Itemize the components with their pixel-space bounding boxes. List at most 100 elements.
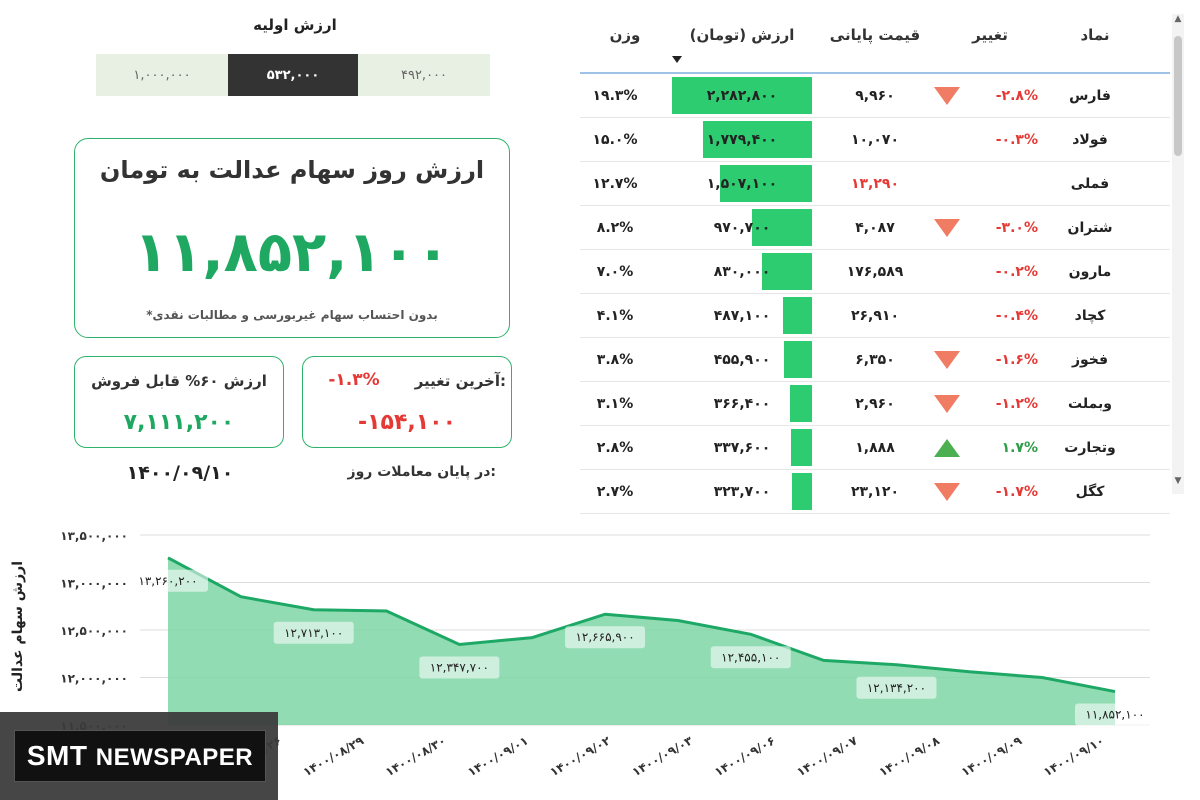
row-namad[interactable]: مارون	[1068, 263, 1112, 280]
row-value-bar: ۳۶۶,۴۰۰	[672, 382, 812, 425]
data-label-box	[565, 626, 646, 649]
down-triangle-icon	[932, 206, 962, 249]
table-row[interactable]: فارس -۲.۸% ۹,۹۶۰ ۲,۲۸۲,۸۰۰ ۱۹.۳%	[580, 74, 1170, 118]
x-tick-label: ۱۴۰۰/۰۸/۳۰	[383, 733, 448, 779]
table-header-divider	[580, 72, 1170, 74]
closing-label: در پایان معاملات روز:	[347, 464, 496, 480]
data-label-box	[419, 656, 500, 679]
row-close-price: ۶,۳۵۰	[855, 351, 895, 368]
row-weight: ۱۲.۷%	[592, 175, 638, 192]
row-value: ۱,۵۰۷,۱۰۰	[706, 175, 778, 192]
x-tick-label: ۱۴۰۰/۰۹/۰۷	[794, 733, 860, 779]
initial-value-option-1000000[interactable]: ۱,۰۰۰,۰۰۰	[96, 54, 228, 96]
main-value-title: ارزش روز سهام عدالت به تومان	[99, 156, 485, 184]
x-tick-label: ۱۴۰۰/۰۹/۰۳	[630, 733, 696, 779]
area-line	[167, 556, 1116, 694]
table-row[interactable]: کگل -۱.۷% ۲۳,۱۲۰ ۳۲۳,۷۰۰ ۲.۷%	[580, 470, 1170, 514]
x-tick-label: ۱۴۰۰/۰۹/۰۲	[548, 733, 614, 779]
row-value-bar: ۳۲۳,۷۰۰	[672, 470, 812, 513]
row-value-bar: ۹۷۰,۷۰۰	[672, 206, 812, 249]
column-header-namad[interactable]: نماد	[1080, 26, 1110, 44]
data-label-box	[273, 621, 354, 644]
column-header-value[interactable]: ارزش (تومان)	[689, 26, 795, 44]
row-value: ۳۶۶,۴۰۰	[713, 395, 771, 412]
row-value-bar: ۱,۷۷۹,۴۰۰	[672, 118, 812, 161]
data-label: ۱۲,۱۳۴,۲۰۰	[867, 681, 926, 695]
row-weight: ۲.۷%	[596, 483, 634, 500]
main-value-amount: ۱۱,۸۵۲,۱۰۰	[134, 220, 450, 285]
table-row[interactable]: فولاد -۰.۳% ۱۰,۰۷۰ ۱,۷۷۹,۴۰۰ ۱۵.۰%	[580, 118, 1170, 162]
row-change-percent: ۱.۷%	[1001, 439, 1038, 456]
row-namad[interactable]: کگل	[1075, 483, 1105, 500]
data-label: ۱۱,۸۵۲,۱۰۰	[1085, 708, 1144, 722]
x-tick-label: ۱۴۰۰/۰۹/۰۸	[877, 733, 943, 779]
table-row[interactable]: فخوز -۱.۶% ۶,۳۵۰ ۴۵۵,۹۰۰ ۳.۸%	[580, 338, 1170, 382]
down-triangle-icon	[932, 74, 962, 117]
row-value-bar: ۴۸۷,۱۰۰	[672, 294, 812, 337]
table-row[interactable]: شتران -۳.۰% ۴,۰۸۷ ۹۷۰,۷۰۰ ۸.۲%	[580, 206, 1170, 250]
table-row[interactable]: کچاد -۰.۴% ۲۶,۹۱۰ ۴۸۷,۱۰۰ ۴.۱%	[580, 294, 1170, 338]
row-close-price: ۴,۰۸۷	[855, 219, 895, 236]
row-namad[interactable]: فملی	[1070, 175, 1110, 192]
row-weight: ۱۹.۳%	[592, 87, 638, 104]
data-label-box	[856, 676, 937, 699]
down-triangle-icon	[932, 470, 962, 513]
x-tick-label: ۱۴۰۰/۰۹/۱۰	[1041, 733, 1106, 779]
initial-value-option-532000-selected[interactable]: ۵۳۲,۰۰۰	[228, 54, 358, 96]
row-value-bar: ۴۵۵,۹۰۰	[672, 338, 812, 381]
table-row[interactable]: فملی ۱۳,۲۹۰ ۱,۵۰۷,۱۰۰ ۱۲.۷%	[580, 162, 1170, 206]
y-tick-label: ۱۲,۵۰۰,۰۰۰	[60, 624, 128, 638]
row-namad[interactable]: فولاد	[1072, 131, 1108, 148]
sellable-value-label: ارزش ۶۰% قابل فروش	[91, 372, 267, 390]
logo-text-smt: SMT	[26, 740, 88, 771]
smt-newspaper-logo: SMT NEWSPAPER	[14, 730, 266, 782]
value-bar-fill	[792, 473, 812, 510]
row-close-price: ۱۷۶,۵۸۹	[846, 263, 904, 280]
row-namad[interactable]: کچاد	[1074, 307, 1106, 324]
scroll-up-icon[interactable]: ▲	[1174, 14, 1182, 24]
table-scroll-thumb[interactable]	[1174, 36, 1182, 156]
row-close-price: ۲,۹۶۰	[855, 395, 895, 412]
value-bar-fill	[782, 297, 812, 334]
last-change-amount: -۱۵۴,۱۰۰	[357, 410, 457, 435]
row-change-percent: -۰.۴%	[995, 307, 1038, 324]
table-row[interactable]: وتجارت ۱.۷% ۱,۸۸۸ ۳۳۷,۶۰۰ ۲.۸%	[580, 426, 1170, 470]
data-label: ۱۲,۴۵۵,۱۰۰	[721, 650, 780, 664]
table-row[interactable]: مارون -۰.۲% ۱۷۶,۵۸۹ ۸۳۰,۰۰۰ ۷.۰%	[580, 250, 1170, 294]
row-value-bar: ۸۳۰,۰۰۰	[672, 250, 812, 293]
last-change-card	[302, 356, 512, 448]
row-namad[interactable]: شتران	[1067, 219, 1113, 236]
up-triangle-icon	[932, 426, 962, 469]
column-header-weight[interactable]: وزن	[609, 26, 641, 44]
data-label: ۱۲,۷۱۳,۱۰۰	[284, 626, 343, 640]
row-change-percent: -۰.۲%	[995, 263, 1038, 280]
column-header-change[interactable]: تغییر	[972, 26, 1008, 44]
initial-value-option-492000[interactable]: ۴۹۲,۰۰۰	[358, 54, 490, 96]
row-value: ۲,۲۸۲,۸۰۰	[706, 87, 778, 104]
row-change-percent: -۲.۸%	[995, 87, 1038, 104]
row-namad[interactable]: فخوز	[1071, 351, 1109, 368]
row-change-percent: -۳.۰%	[995, 219, 1038, 236]
table-row[interactable]: وبملت -۱.۲% ۲,۹۶۰ ۳۶۶,۴۰۰ ۳.۱%	[580, 382, 1170, 426]
data-label: ۱۳,۲۶۰,۲۰۰	[138, 574, 197, 588]
last-change-percent: -۱.۳%	[328, 370, 380, 390]
scroll-down-icon[interactable]: ▼	[1174, 476, 1182, 486]
row-namad[interactable]: وبملت	[1068, 395, 1112, 412]
row-value: ۸۳۰,۰۰۰	[713, 263, 771, 280]
row-change-percent: -۱.۷%	[995, 483, 1038, 500]
row-weight: ۱۵.۰%	[592, 131, 638, 148]
row-namad[interactable]: وتجارت	[1064, 439, 1116, 456]
down-triangle-icon	[932, 382, 962, 425]
row-change-percent	[960, 162, 1038, 205]
row-change-percent: -۱.۲%	[995, 395, 1038, 412]
row-close-price: ۲۶,۹۱۰	[850, 307, 900, 324]
closing-date: ۱۴۰۰/۰۹/۱۰	[126, 462, 234, 484]
y-tick-label: ۱۳,۰۰۰,۰۰۰	[60, 577, 128, 591]
data-label-box	[710, 646, 791, 669]
value-bar-fill	[761, 253, 812, 290]
row-value: ۴۸۷,۱۰۰	[713, 307, 771, 324]
sort-desc-icon	[672, 56, 682, 63]
column-header-price[interactable]: قیمت پایانی	[829, 26, 921, 44]
x-tick-label: ۱۴۰۰/۰۸/۲۹	[301, 733, 367, 779]
row-namad[interactable]: فارس	[1069, 87, 1111, 104]
